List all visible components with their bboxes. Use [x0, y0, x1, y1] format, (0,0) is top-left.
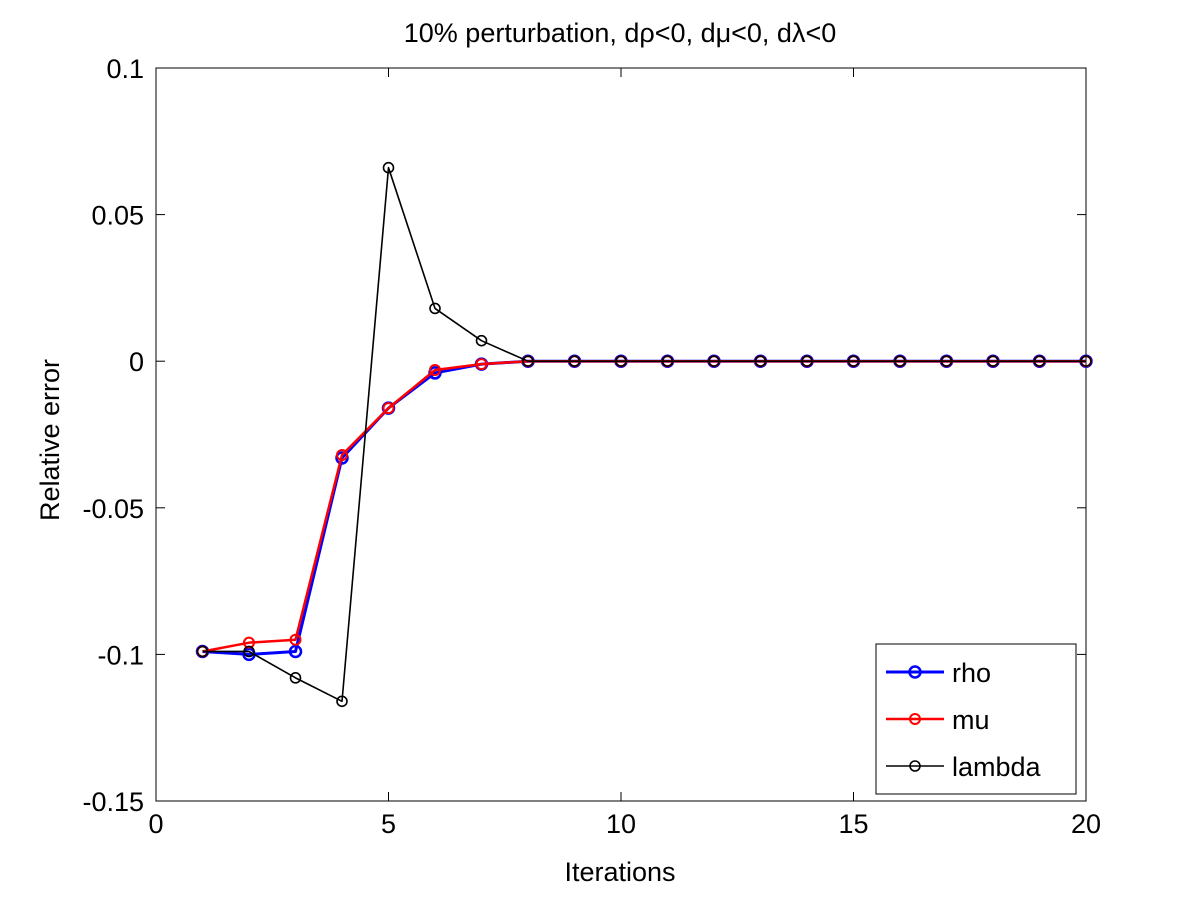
x-tick-label: 0 — [148, 809, 163, 839]
legend-marker-lambda — [909, 760, 921, 772]
legend-label-mu: mu — [952, 705, 990, 735]
data-point-lambda — [429, 302, 441, 315]
data-point-lambda — [894, 355, 906, 368]
data-point-lambda — [289, 672, 302, 684]
x-tick-label: 5 — [381, 809, 396, 839]
x-axis: 0 5 10 15 20 — [148, 68, 1101, 839]
legend-label-lambda: lambda — [952, 752, 1042, 782]
x-tick-label: 20 — [1071, 809, 1101, 839]
data-point-lambda — [336, 695, 348, 708]
data-point-lambda — [568, 355, 581, 368]
x-tick-label: 10 — [606, 809, 636, 839]
legend-marker-mu — [909, 713, 921, 725]
y-tick-label: 0.1 — [106, 54, 144, 84]
data-point-lambda — [243, 645, 255, 658]
legend: rho mu lambda — [875, 643, 1077, 795]
data-point-rho — [288, 644, 303, 659]
data-point-mu — [336, 449, 348, 462]
legend-marker-rho — [908, 665, 922, 679]
data-point-mu — [382, 402, 395, 415]
data-point-lambda — [522, 355, 534, 368]
data-point-lambda — [196, 645, 209, 658]
data-point-mu — [429, 363, 441, 376]
series-line-lambda — [202, 166, 1086, 703]
data-point-lambda — [1033, 355, 1046, 368]
y-tick-label: -0.05 — [82, 494, 144, 524]
data-point-lambda — [754, 355, 767, 368]
legend-label-rho: rho — [952, 658, 991, 688]
data-point-mu — [243, 636, 255, 649]
y-tick-label: 0 — [129, 347, 144, 377]
data-point-lambda — [615, 355, 627, 368]
data-point-lambda — [801, 355, 813, 368]
x-tick-label: 15 — [838, 809, 868, 839]
y-tick-label: 0.05 — [91, 201, 144, 231]
data-point-lambda — [987, 355, 999, 368]
series-layer — [195, 161, 1093, 708]
y-axis: 0.1 0.05 0 -0.05 -0.1 -0.15 — [82, 54, 1086, 817]
chart-title: 10% perturbation, dρ<0, dμ<0, dλ<0 — [404, 18, 836, 48]
data-point-mu — [475, 358, 488, 371]
data-point-lambda — [940, 355, 953, 368]
y-tick-label: -0.15 — [82, 787, 144, 817]
data-point-lambda — [661, 355, 674, 368]
x-axis-label: Iterations — [564, 857, 675, 887]
data-point-lambda — [475, 334, 488, 347]
y-axis-label: Relative error — [35, 359, 65, 521]
data-point-lambda — [382, 161, 395, 174]
data-point-lambda — [708, 355, 720, 368]
data-point-lambda — [1080, 355, 1092, 368]
data-point-mu — [289, 633, 302, 646]
data-point-rho — [335, 451, 349, 465]
data-point-lambda — [847, 355, 860, 368]
y-tick-label: -0.1 — [97, 640, 144, 670]
